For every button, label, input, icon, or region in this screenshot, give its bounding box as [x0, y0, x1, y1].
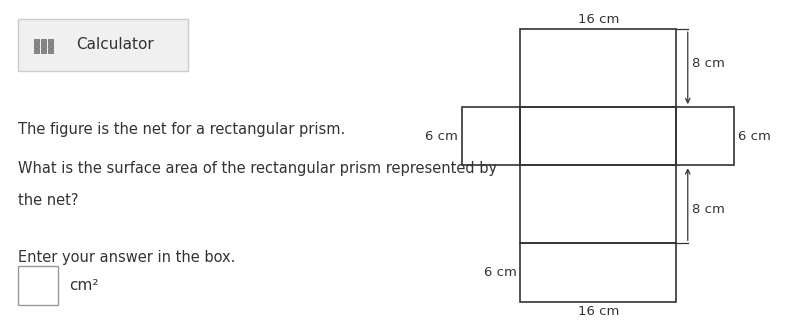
Bar [47, 39, 53, 43]
Text: Calculator: Calculator [76, 37, 154, 52]
Text: 16 cm: 16 cm [578, 306, 619, 318]
Bar [676, 107, 734, 165]
Bar [521, 243, 676, 301]
Text: Enter your answer in the box.: Enter your answer in the box. [18, 250, 235, 265]
Bar [521, 165, 676, 243]
Text: 8 cm: 8 cm [692, 203, 725, 216]
Bar [34, 44, 39, 48]
Bar [34, 39, 39, 43]
Bar [41, 49, 46, 53]
Bar [462, 107, 521, 165]
Text: The figure is the net for a rectangular prism.: The figure is the net for a rectangular … [18, 122, 345, 137]
Text: cm²: cm² [70, 278, 99, 293]
FancyBboxPatch shape [18, 19, 188, 71]
Bar [41, 44, 46, 48]
Bar [41, 39, 46, 43]
Text: 6 cm: 6 cm [426, 130, 458, 143]
Text: the net?: the net? [18, 193, 78, 208]
Bar [521, 29, 676, 107]
Bar [521, 107, 676, 165]
Text: 16 cm: 16 cm [578, 13, 619, 26]
Text: 8 cm: 8 cm [692, 57, 725, 70]
Bar [34, 49, 39, 53]
Text: 6 cm: 6 cm [484, 266, 517, 279]
Text: 6 cm: 6 cm [738, 130, 771, 143]
Bar [47, 49, 53, 53]
Bar [18, 266, 58, 305]
Bar [47, 44, 53, 48]
Text: What is the surface area of the rectangular prism represented by: What is the surface area of the rectangu… [18, 160, 497, 176]
